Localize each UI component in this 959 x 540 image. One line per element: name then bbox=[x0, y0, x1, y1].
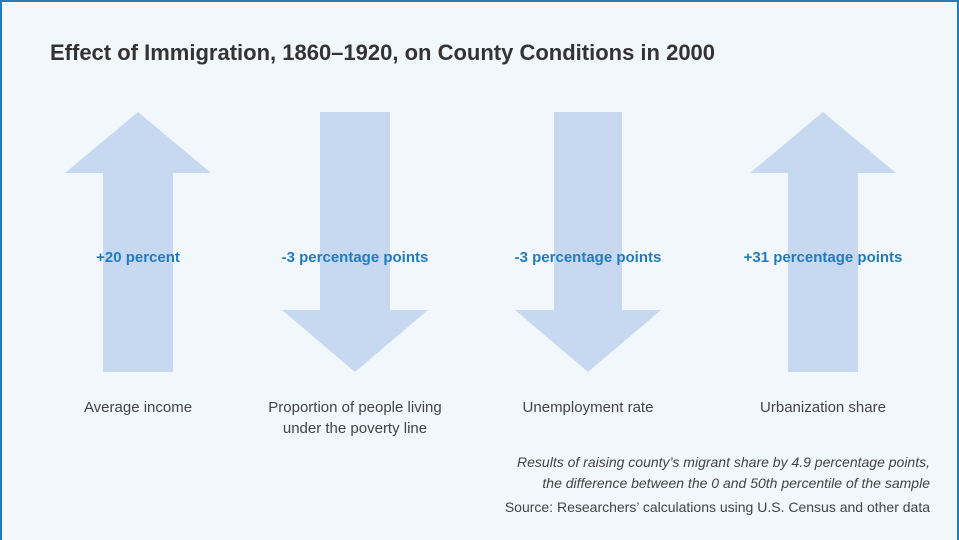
title: Effect of Immigration, 1860–1920, on Cou… bbox=[50, 40, 715, 65]
down-arrow bbox=[282, 112, 428, 372]
note: Results of raising county’s migrant shar… bbox=[517, 454, 930, 470]
item-label: Unemployment rate bbox=[523, 399, 654, 416]
effect: -3 percentage points bbox=[515, 249, 662, 266]
effect: -3 percentage points bbox=[282, 249, 429, 266]
item-label: Proportion of people living bbox=[268, 399, 441, 416]
item-label: Average income bbox=[84, 399, 192, 416]
effect: +31 percentage points bbox=[744, 249, 903, 266]
up-arrow bbox=[750, 112, 896, 372]
item-label: Urbanization share bbox=[760, 399, 886, 416]
down-arrow bbox=[515, 112, 661, 372]
note: the difference between the 0 and 50th pe… bbox=[542, 475, 930, 491]
item-label: under the poverty line bbox=[283, 420, 427, 437]
source: Source: Researchers’ calculations using … bbox=[505, 499, 930, 515]
up-arrow bbox=[65, 112, 211, 372]
effect: +20 percent bbox=[96, 249, 180, 266]
